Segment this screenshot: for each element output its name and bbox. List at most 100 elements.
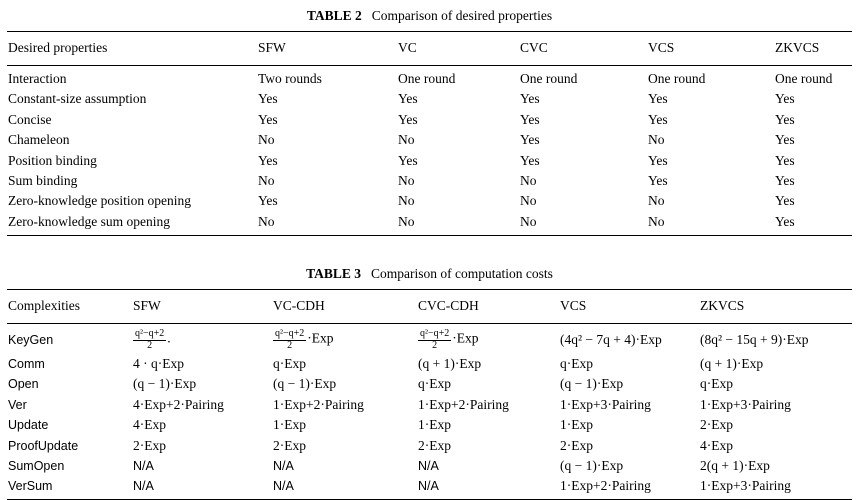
fraction: q²−q+2 2 (133, 327, 167, 352)
column-header: SFW (257, 31, 397, 66)
table-cell: No (398, 172, 415, 188)
table-cell: (q − 1)·Exp (560, 457, 624, 473)
table-cell: Comm (8, 357, 45, 371)
table-cell: No (647, 211, 774, 236)
table-cell: Sum binding (8, 172, 78, 188)
tables-gap (7, 250, 852, 260)
table-cell: q²−q+2 2 ·Exp (273, 327, 334, 352)
table-cell: One round (520, 71, 578, 86)
table-row: Concise Yes Yes Yes Yes Yes (7, 110, 852, 130)
table-cell: Yes (520, 111, 540, 127)
table-cell: No (258, 132, 275, 148)
table-cell: (8q² − 15q + 9)·Exp (700, 332, 809, 348)
table-cell: Yes (775, 152, 795, 168)
table2-caption-label: TABLE 2 (306, 8, 362, 23)
table-cell: ProofUpdate (8, 438, 79, 453)
table-cell: Yes (648, 111, 668, 127)
table-cell: 1·Exp (418, 417, 451, 433)
column-header: SFW (132, 288, 272, 324)
table-cell: Yes (398, 152, 418, 168)
table-cell: Yes (398, 91, 418, 107)
column-header: ZKVCS (774, 31, 852, 66)
table-cell: No (397, 211, 519, 236)
table-cell: Yes (520, 152, 540, 168)
table-row: Constant-size assumption Yes Yes Yes Yes… (7, 89, 852, 109)
column-header: CVC-CDH (417, 288, 559, 324)
table-computation-costs: Complexities SFW VC-CDH CVC-CDH VCS ZKVC… (7, 288, 852, 500)
table-cell: Yes (648, 152, 668, 168)
table-cell: Yes (775, 132, 795, 148)
table-cell: Position binding (8, 152, 97, 168)
table-cell: Yes (775, 91, 795, 107)
table-cell: 1·Exp+3·Pairing (700, 396, 791, 412)
fraction: q²−q+2 2 (273, 327, 307, 352)
table-cell: 1·Exp+2·Pairing (273, 396, 364, 412)
table3-caption-label: TABLE 3 (306, 265, 362, 281)
table-cell: N/A (133, 458, 154, 473)
table-cell: No (520, 193, 537, 209)
table-row: Interaction Two rounds One round One rou… (7, 66, 852, 90)
table-cell: 4 · q·Exp (133, 356, 184, 371)
table-row: ProofUpdate 2·Exp 2·Exp 2·Exp 2·Exp 4·Ex… (7, 435, 852, 455)
table-cell: (q − 1)·Exp (133, 376, 197, 392)
table-cell: KeyGen (8, 333, 54, 348)
column-header: VC (397, 31, 519, 66)
table-row: Ver 4·Exp+2·Pairing 1·Exp+2·Pairing 1·Ex… (7, 395, 852, 415)
table-cell: Two rounds (258, 71, 322, 86)
table-cell: 2·Exp (133, 437, 166, 453)
table-cell: N/A (132, 476, 272, 500)
table-cell: q²−q+2 2. (133, 327, 171, 352)
table-cell: Chameleon (8, 132, 70, 148)
table-cell: 4·Exp (133, 417, 166, 433)
table-cell: q²−q+2 2 ·Exp (418, 327, 479, 352)
table-cell: 1·Exp+3·Pairing (699, 476, 852, 500)
table-cell: 1·Exp+2·Pairing (418, 396, 509, 412)
table-cell: 4·Exp+2·Pairing (133, 396, 224, 412)
table-cell: Yes (520, 91, 540, 107)
table-cell: Zero-knowledge sum opening (7, 211, 257, 236)
table-row: Zero-knowledge position opening Yes No N… (7, 191, 852, 211)
table-row: Position binding Yes Yes Yes Yes Yes (7, 150, 852, 170)
table-cell: 1·Exp+3·Pairing (560, 396, 651, 412)
table-cell: No (520, 172, 537, 188)
table-cell: q·Exp (418, 376, 451, 392)
table-cell: Yes (775, 193, 795, 209)
table-cell: Concise (8, 111, 52, 127)
table-cell: Yes (648, 172, 668, 188)
table-cell: 1·Exp (273, 417, 306, 433)
table-cell: 4·Exp (700, 437, 733, 453)
table-cell: q·Exp (700, 376, 733, 392)
table-cell: Constant-size assumption (8, 91, 147, 107)
table-cell: 2(q + 1)·Exp (700, 457, 770, 473)
table-cell: (4q² − 7q + 4)·Exp (560, 332, 662, 348)
table-cell: N/A (417, 476, 559, 500)
table-cell: 1·Exp (560, 417, 593, 433)
table-cell: (q − 1)·Exp (273, 376, 337, 392)
table-cell: N/A (272, 476, 417, 500)
table-row: Comm 4 · q·Exp q·Exp (q + 1)·Exp q·Exp (… (7, 354, 852, 374)
table2-caption-text: Comparison of desired properties (371, 8, 553, 23)
table-cell: No (648, 132, 665, 148)
table-cell: Yes (775, 111, 795, 127)
table-cell: One round (648, 71, 706, 86)
table-cell: 1·Exp+2·Pairing (559, 476, 699, 500)
column-header: VC-CDH (272, 288, 417, 324)
table-cell: q·Exp (560, 356, 593, 371)
table-cell: Update (8, 418, 49, 433)
table-cell: 2·Exp (418, 437, 451, 453)
table-cell: Yes (774, 211, 852, 236)
table-row: Chameleon No No Yes No Yes (7, 130, 852, 150)
table-cell: SumOpen (8, 458, 65, 473)
table-cell: (q + 1)·Exp (700, 356, 764, 371)
column-header: Complexities (7, 288, 132, 324)
column-header: ZKVCS (699, 288, 852, 324)
table-cell: 2·Exp (273, 437, 306, 453)
table3-caption: TABLE 3 Comparison of computation costs (7, 266, 852, 282)
table-cell: (q − 1)·Exp (560, 376, 624, 392)
table-cell: No (257, 211, 397, 236)
table-row: Open (q − 1)·Exp (q − 1)·Exp q·Exp (q − … (7, 374, 852, 394)
column-header: CVC (519, 31, 647, 66)
table-cell: One round (775, 71, 833, 86)
table-cell: Yes (398, 111, 418, 127)
